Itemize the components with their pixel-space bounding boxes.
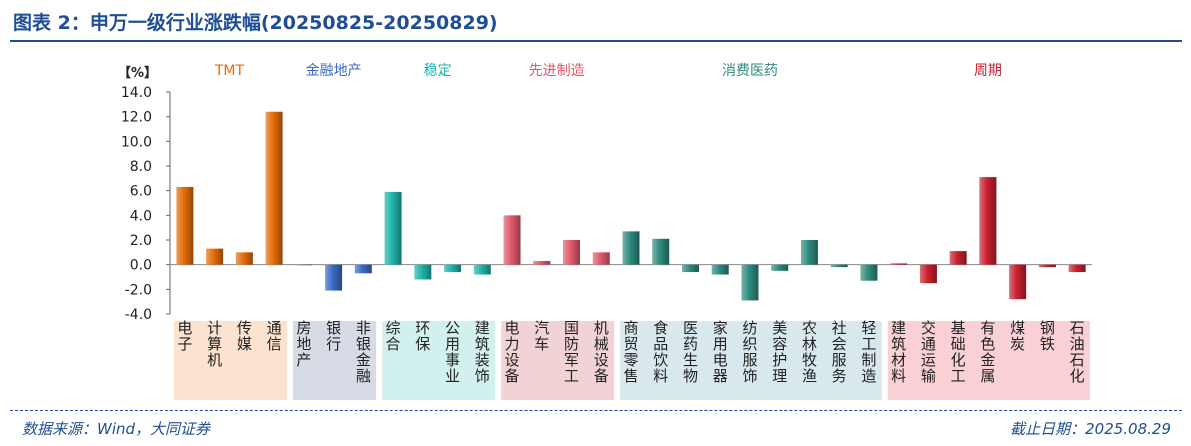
category-label: 石油石化 [1070, 319, 1085, 385]
category-label: 环保 [415, 319, 430, 353]
category-label: 农林牧渔 [802, 319, 817, 385]
group-header: 消费医药 [722, 63, 778, 79]
bar [919, 264, 937, 284]
category-label: 电力设备 [505, 319, 520, 385]
category-label: 计算机 [207, 319, 222, 369]
page-title: 图表 2：申万一级行业涨跌幅(20250825-20250829) [13, 12, 498, 34]
bar [265, 111, 283, 265]
bar [860, 264, 878, 281]
chart-bars [176, 111, 1086, 301]
category-label: 基础化工 [951, 319, 966, 385]
category-label: 美容护理 [772, 319, 787, 385]
y-tick-label: 2.0 [130, 233, 152, 249]
category-label: 电子 [177, 319, 192, 353]
bar [206, 248, 224, 265]
category-label: 汽车 [534, 319, 549, 353]
category-label: 食品饮料 [653, 319, 668, 385]
bar [384, 191, 402, 265]
y-tick-label: 4.0 [130, 208, 152, 224]
category-label: 有色金属 [980, 319, 995, 385]
title-rule [10, 40, 1182, 42]
bar [1009, 264, 1027, 300]
bar [414, 264, 432, 280]
category-label: 纺织服饰 [742, 319, 757, 385]
category-label: 房地产 [296, 319, 311, 369]
bar [325, 264, 343, 291]
bar [741, 264, 759, 301]
bar [652, 238, 670, 265]
bar [949, 251, 967, 265]
bar [830, 264, 848, 268]
group-header: TMT [214, 63, 245, 79]
bar [622, 231, 640, 265]
bar [771, 264, 789, 271]
group-header: 稳定 [424, 63, 452, 79]
category-label: 商贸零售 [623, 319, 638, 385]
group-label-background [382, 321, 496, 400]
category-label: 机械设备 [594, 319, 609, 385]
category-label: 非银金融 [356, 319, 371, 385]
category-label: 建筑装饰 [475, 319, 490, 385]
bar [235, 252, 253, 265]
y-tick-label: 12.0 [121, 110, 152, 126]
bar [592, 252, 610, 265]
group-label-background [887, 321, 1090, 400]
category-label: 国防军工 [564, 319, 579, 385]
y-tick-label: 14.0 [121, 85, 152, 101]
group-header: 金融地产 [306, 63, 362, 79]
chart-axes: 14.0 12.0 10.0 8.0 6.0 4.0 2.0 0.0 -2.0 -4.0 [121, 85, 1092, 323]
category-label: 轻工制造 [861, 319, 876, 385]
footer-rule [10, 410, 1182, 411]
y-tick-label: 10.0 [121, 134, 152, 150]
group-label-background [174, 321, 287, 400]
bar [444, 264, 462, 273]
y-tick-label: -2.0 [125, 282, 152, 298]
bar [1038, 264, 1056, 268]
source-note: 数据来源：Wind，大同证券 [22, 420, 211, 438]
bar [563, 240, 581, 265]
category-label: 通信 [267, 319, 282, 353]
group-header: 先进制造 [529, 63, 585, 79]
category-label: 钢铁 [1040, 319, 1055, 353]
category-label: 交通运输 [921, 319, 936, 385]
category-label: 医药生物 [683, 319, 698, 385]
category-label: 传媒 [237, 319, 252, 353]
y-tick-label: 6.0 [130, 184, 152, 200]
bar [295, 264, 313, 266]
y-tick-label: -4.0 [125, 307, 152, 323]
bar [890, 263, 908, 265]
bar [503, 215, 521, 265]
category-label: 家用电器 [713, 319, 728, 385]
bar [1068, 264, 1086, 273]
group-label-background [501, 321, 615, 400]
bar [533, 260, 551, 265]
group-label-backgrounds [174, 321, 1090, 400]
category-label: 公用事业 [445, 319, 460, 385]
category-label: 建筑材料 [891, 319, 906, 385]
category-label: 煤炭 [1010, 319, 1025, 353]
bar [800, 240, 818, 265]
y-tick-label: 0.0 [130, 258, 152, 274]
group-label-background [292, 321, 377, 400]
cutoff-date: 截止日期：2025.08.29 [1010, 420, 1171, 438]
group-label-background [620, 321, 882, 400]
bar [711, 264, 729, 275]
bar [473, 264, 491, 275]
group-header: 周期 [974, 63, 1002, 79]
y-unit-label: 【%】 [118, 65, 157, 81]
category-label: 银行 [326, 319, 341, 353]
bar [681, 264, 699, 273]
bar [354, 264, 372, 274]
y-tick-label: 8.0 [130, 159, 152, 175]
category-label: 综合 [386, 319, 401, 353]
category-label: 社会服务 [832, 319, 847, 385]
bar [176, 186, 194, 265]
bar [979, 177, 997, 265]
